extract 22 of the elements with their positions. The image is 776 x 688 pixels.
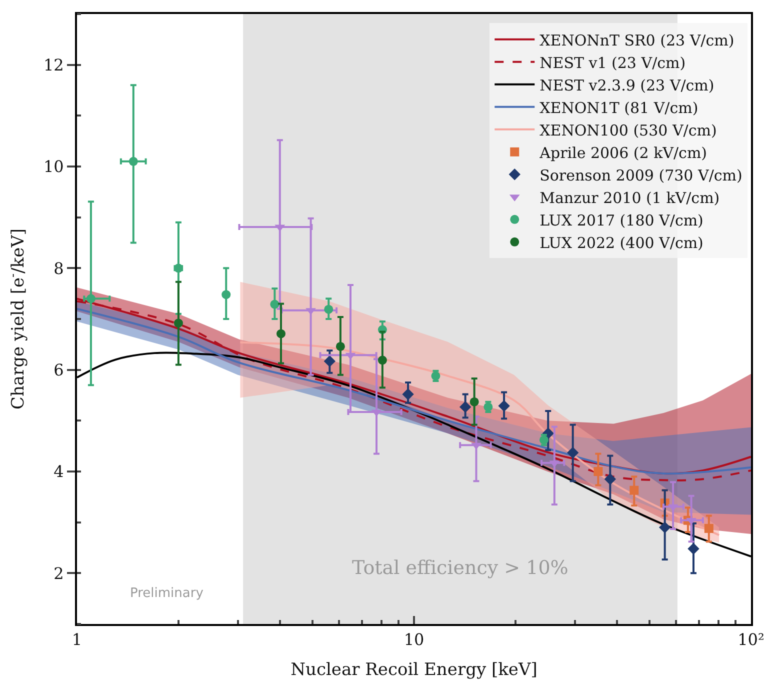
x-axis-title: Nuclear Recoil Energy [keV] <box>290 660 538 680</box>
y-tick-label: 10 <box>43 157 64 176</box>
y-tick-label: 6 <box>54 360 64 380</box>
band-label: Total efficiency > 10% <box>352 557 568 579</box>
legend-label: LUX 2017 (180 V/cm) <box>540 211 704 230</box>
legend-label: NEST v2.3.9 (23 V/cm) <box>540 76 714 94</box>
legend-label: Manzur 2010 (1 kV/cm) <box>540 188 720 207</box>
legend-label: XENON1T (81 V/cm) <box>540 98 698 117</box>
y-tick-label: 4 <box>54 462 64 482</box>
x-tick-label: 10 <box>404 630 424 650</box>
y-tick-label: 2 <box>54 564 64 583</box>
legend-label: XENON100 (530 V/cm) <box>540 121 717 140</box>
annotation: Preliminary <box>130 586 204 601</box>
legend-label: XENONnT SR0 (23 V/cm) <box>540 31 734 50</box>
legend-label: Sorenson 2009 (730 V/cm) <box>540 166 742 184</box>
legend-label: NEST v1 (23 V/cm) <box>540 54 686 72</box>
y-tick-label: 12 <box>43 55 64 74</box>
legend-label: LUX 2022 (400 V/cm) <box>540 234 704 252</box>
legend-label: Aprile 2006 (2 kV/cm) <box>538 144 708 162</box>
x-tick-label: 10² <box>738 630 764 650</box>
y-tick-label: 8 <box>54 258 64 278</box>
x-tick-label: 1 <box>72 630 82 650</box>
